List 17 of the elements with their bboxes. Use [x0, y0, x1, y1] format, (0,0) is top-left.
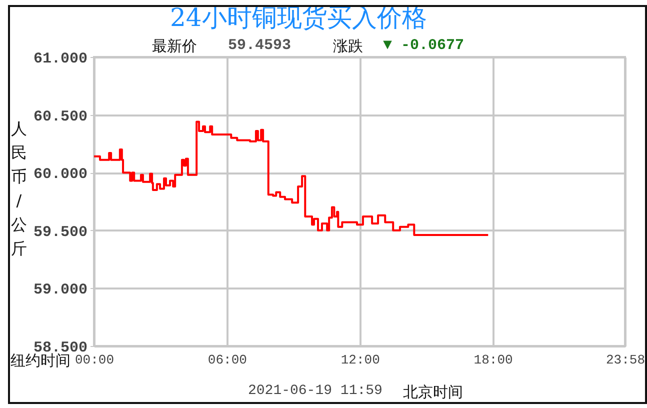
x-tick-label: 23:58 [606, 352, 646, 368]
text: ▼ -0.0677 [383, 37, 464, 54]
x-tick-label: 06:00 [208, 352, 247, 368]
text: 59.4593 [228, 37, 292, 54]
y-tick-label: 59.500 [33, 224, 88, 241]
text: 最新价 [152, 37, 197, 56]
text: 北京时间 [403, 383, 463, 402]
x-tick-label: 18:00 [474, 352, 513, 368]
y-tick-label: 60.000 [33, 166, 88, 184]
y-tick-label: 60.500 [33, 108, 88, 126]
x-tick-label: 00:00 [74, 352, 114, 368]
y-tick-label: 61.000 [33, 50, 88, 68]
text: 2021-06-19 11:59 [248, 383, 382, 399]
y-axis-title: 人民币/公斤 [11, 118, 27, 260]
text: 涨跌 [333, 37, 363, 56]
y-tick-label: 59.000 [33, 282, 88, 299]
x-tick-label: 12:00 [340, 352, 380, 368]
